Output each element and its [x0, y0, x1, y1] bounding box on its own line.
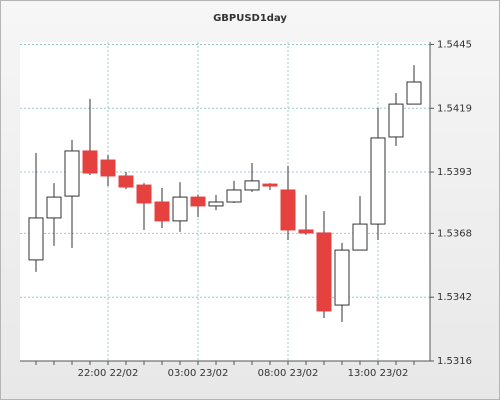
y-tick-label: 1.5368 [437, 228, 472, 239]
candle-body [226, 189, 242, 203]
y-tick-label: 1.5419 [437, 103, 472, 114]
candle-body [190, 196, 206, 207]
candle-body [154, 201, 170, 222]
x-tick-label: 08:00 23/02 [258, 368, 319, 379]
candle-body [100, 159, 116, 177]
candle-body [46, 196, 62, 219]
chart-title: GBPUSD1day [213, 13, 287, 24]
candle-body [262, 183, 278, 187]
candle-body [208, 201, 224, 207]
x-tick-label: 13:00 23/02 [348, 368, 409, 379]
candle-body [388, 103, 404, 138]
candle-body [244, 180, 260, 191]
candle-body [352, 223, 368, 251]
plot-area [20, 42, 430, 361]
candle-body [406, 81, 422, 105]
x-tick-label: 22:00 22/02 [78, 368, 139, 379]
candle-body [82, 150, 98, 174]
candle-body [280, 189, 296, 231]
x-tick-label: 03:00 23/02 [168, 368, 229, 379]
y-tick-label: 1.5316 [437, 356, 472, 367]
candle-body [298, 229, 314, 234]
candle-body [334, 249, 350, 306]
y-tick-label: 1.5393 [437, 167, 472, 178]
candle-body [118, 175, 134, 188]
candle-body [136, 184, 152, 204]
candle-body [172, 196, 188, 222]
candle-body [370, 137, 386, 225]
candle-body [316, 232, 332, 312]
y-tick-label: 1.5445 [437, 39, 472, 50]
candle-body [64, 150, 80, 197]
candle-body [28, 217, 44, 261]
y-tick-label: 1.5342 [437, 292, 472, 303]
